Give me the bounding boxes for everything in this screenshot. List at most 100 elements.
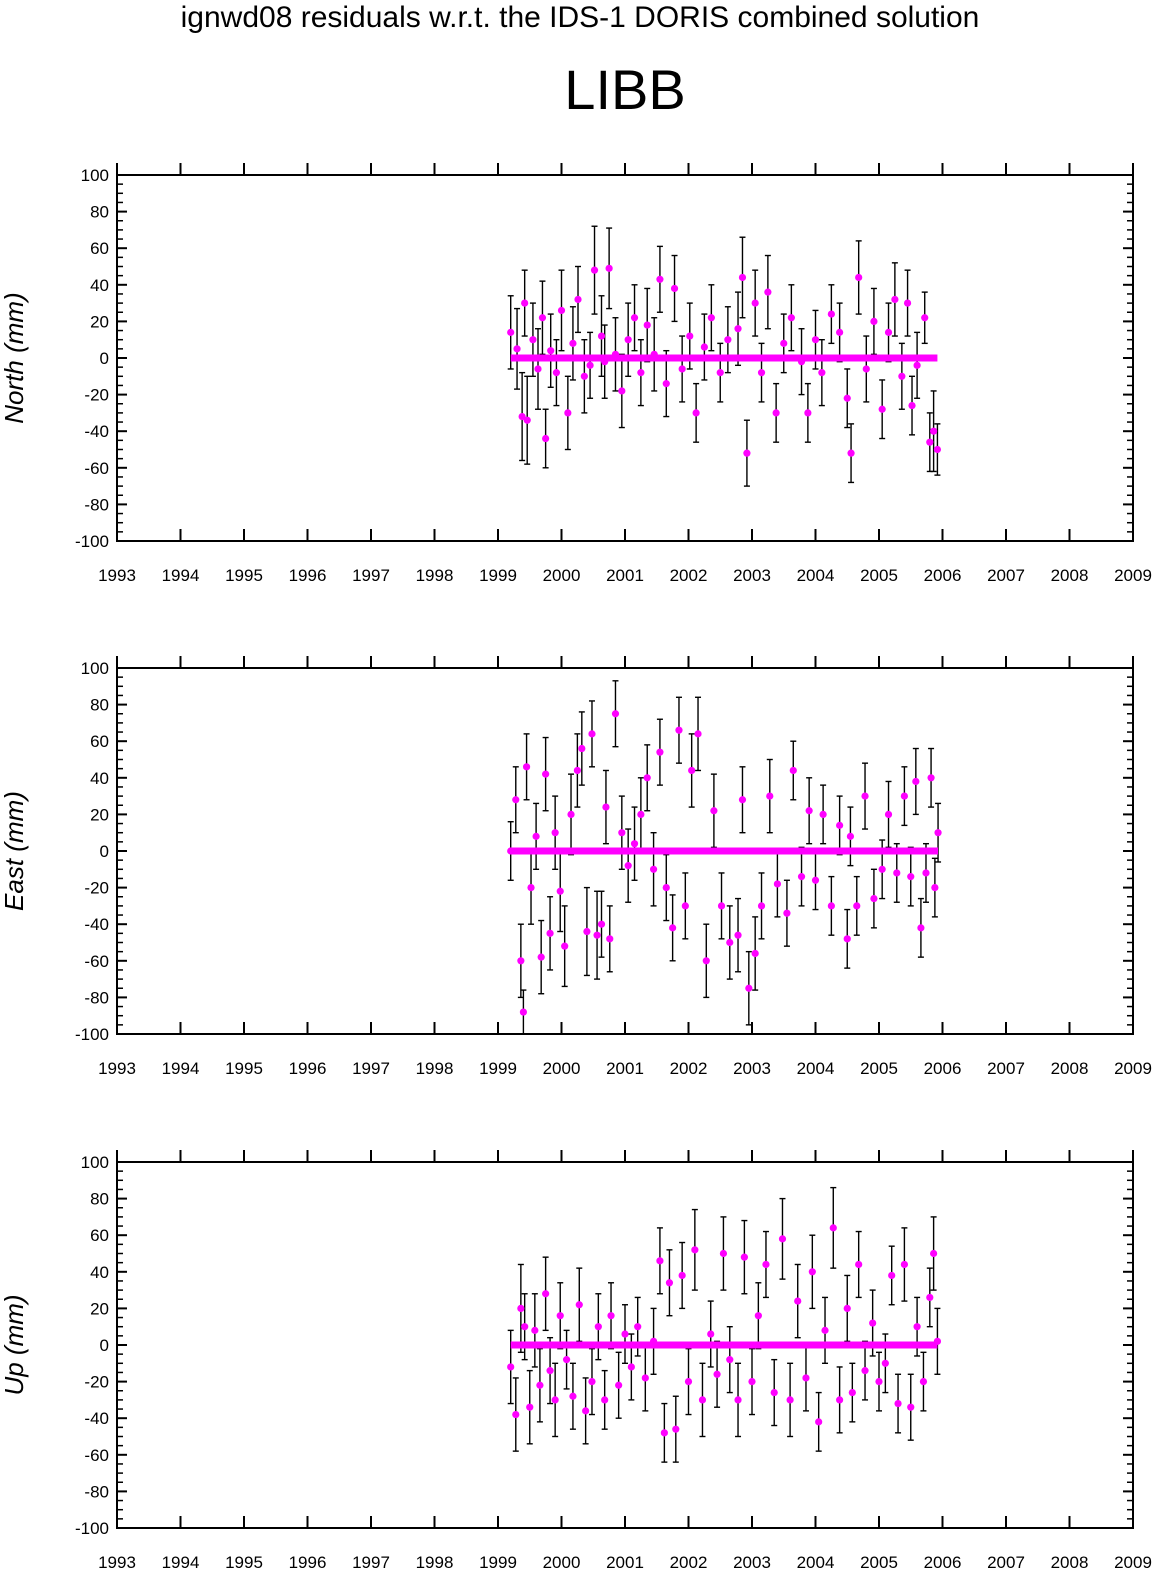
data-point: [930, 427, 938, 435]
x-tick-label: 1999: [479, 566, 517, 585]
data-point: [521, 1323, 529, 1331]
x-tick-label: 2005: [860, 1059, 898, 1078]
data-point: [836, 821, 844, 829]
data-point: [770, 1388, 778, 1397]
data-point: [764, 288, 772, 296]
data-point: [757, 369, 766, 377]
data-point: [590, 266, 599, 274]
data-point: [846, 832, 855, 840]
data-point: [843, 394, 851, 402]
data-point: [819, 810, 827, 819]
x-tick-label: 2008: [1051, 1553, 1089, 1572]
data-point: [521, 299, 529, 307]
data-point: [754, 1312, 762, 1320]
data-point: [523, 416, 531, 424]
data-point: [811, 336, 820, 344]
data-point: [878, 405, 886, 413]
x-tick-label: 2004: [797, 566, 835, 585]
data-point: [827, 310, 835, 318]
x-tick-label: 2001: [606, 1059, 644, 1078]
data-point: [649, 865, 658, 873]
x-tick-label: 2009: [1114, 1059, 1152, 1078]
data-point: [700, 343, 708, 351]
data-point: [855, 1260, 863, 1269]
data-point: [698, 1396, 707, 1404]
y-tick-label: 80: [90, 696, 109, 715]
data-point: [707, 1330, 715, 1338]
data-point: [930, 1249, 938, 1258]
data-point: [780, 339, 788, 347]
x-tick-label: 1993: [98, 566, 136, 585]
data-point: [724, 336, 732, 344]
data-point: [894, 1399, 902, 1408]
data-point: [726, 1356, 734, 1364]
data-point: [637, 810, 645, 819]
data-point: [552, 369, 561, 377]
data-point: [662, 884, 670, 892]
y-axis-label: East (mm): [0, 791, 29, 911]
data-point: [624, 862, 632, 870]
data-point: [605, 264, 613, 272]
data-point: [836, 1396, 844, 1404]
x-tick-label: 2002: [670, 1059, 708, 1078]
x-tick-label: 2003: [733, 1059, 771, 1078]
data-point: [551, 829, 559, 837]
data-point: [900, 792, 909, 800]
data-point: [564, 409, 572, 417]
data-point: [719, 1249, 728, 1258]
x-tick-label: 2000: [543, 566, 581, 585]
data-point: [926, 438, 934, 446]
data-point: [641, 1374, 649, 1382]
y-tick-label: 40: [90, 1263, 109, 1282]
data-point: [656, 275, 664, 283]
data-point: [630, 314, 639, 322]
y-tick-label: -100: [75, 1519, 109, 1538]
data-point: [621, 1330, 629, 1338]
data-point: [556, 887, 564, 895]
x-tick-label: 2009: [1114, 566, 1152, 585]
data-point: [772, 409, 780, 417]
north-panel: 1993 1994 1995 1996 1997 1998 1999 2000 2001 2002…: [0, 163, 1152, 585]
x-tick-label: 2006: [924, 1059, 962, 1078]
data-point: [538, 314, 547, 322]
data-point: [593, 931, 601, 939]
x-tick-label: 2000: [543, 1059, 581, 1078]
data-point: [933, 1337, 942, 1345]
data-point: [766, 792, 774, 800]
data-point: [688, 766, 696, 775]
y-tick-label: 20: [90, 805, 109, 824]
data-point: [662, 380, 670, 388]
data-point: [716, 369, 724, 377]
data-point: [738, 796, 747, 804]
y-tick-label: -80: [84, 1482, 109, 1501]
data-point: [734, 931, 742, 939]
data-point: [606, 935, 614, 943]
data-point: [847, 449, 855, 457]
figure-title: ignwd08 residuals w.r.t. the IDS-1 DORIS…: [180, 1, 980, 34]
y-tick-label: 20: [90, 1299, 109, 1318]
data-point: [675, 726, 683, 734]
data-point: [787, 314, 795, 322]
data-point: [588, 730, 596, 738]
data-point: [818, 369, 826, 377]
data-point: [551, 1396, 559, 1404]
x-tick-label: 2004: [797, 1553, 835, 1572]
data-point: [870, 894, 878, 903]
y-axis-label: North (mm): [0, 292, 29, 423]
data-point: [542, 1290, 550, 1298]
data-point: [811, 876, 820, 884]
data-point: [643, 321, 651, 329]
data-point: [656, 1257, 664, 1265]
data-point: [934, 829, 942, 837]
data-point: [618, 829, 626, 837]
data-point: [583, 927, 591, 936]
data-point: [611, 710, 620, 718]
data-point: [601, 358, 609, 366]
data-point: [567, 810, 575, 819]
data-point: [898, 372, 906, 380]
data-point: [532, 832, 540, 840]
x-tick-label: 1993: [98, 1553, 136, 1572]
east-panel: 1993 1994 1995 1996 1997 1998 1999 2000 2001 2002…: [0, 656, 1152, 1078]
x-tick-label: 2006: [924, 566, 962, 585]
data-point: [618, 387, 626, 395]
